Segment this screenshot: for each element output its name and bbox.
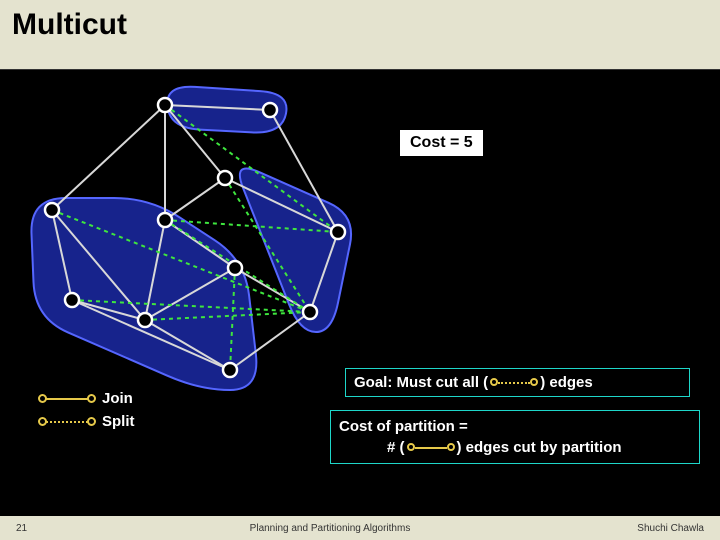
split-edge-inline-icon (492, 378, 536, 387)
slide-content: Cost = 5 Join Split Goal: Must cut all (… (0, 70, 720, 516)
page-title: Multicut (12, 8, 708, 42)
graph-node (45, 203, 59, 217)
title-bar: Multicut (0, 0, 720, 70)
graph-node (138, 313, 152, 327)
footer: 21 Planning and Partitioning Algorithms … (0, 516, 720, 540)
footer-author: Shuchi Chawla (584, 523, 704, 534)
legend-split-row: Split (40, 413, 135, 430)
graph-node (303, 305, 317, 319)
solid-edge (165, 178, 225, 220)
legend-join-row: Join (40, 390, 135, 407)
graph-node (158, 213, 172, 227)
graph-node (331, 225, 345, 239)
page-number: 21 (16, 523, 76, 534)
cost-partition-line2-pre: # ( (387, 437, 405, 458)
graph-node (218, 171, 232, 185)
graph-node (263, 103, 277, 117)
legend-split-label: Split (102, 413, 135, 430)
join-edge-icon (40, 394, 94, 404)
cost-partition-line2-post: ) edges cut by partition (457, 437, 622, 458)
goal-text-post: ) edges (540, 374, 593, 391)
legend: Join Split (40, 390, 135, 436)
cost-partition-box: Cost of partition = # ( ) edges cut by p… (330, 410, 700, 464)
join-edge-inline-icon (409, 443, 453, 452)
cost-partition-line1: Cost of partition = (339, 416, 691, 437)
graph-node (65, 293, 79, 307)
solid-edge (52, 105, 165, 210)
graph-node (228, 261, 242, 275)
graph-diagram (0, 70, 400, 410)
graph-node (223, 363, 237, 377)
graph-node (158, 98, 172, 112)
footer-title: Planning and Partitioning Algorithms (76, 523, 584, 534)
legend-join-label: Join (102, 390, 133, 407)
split-edge-icon (40, 417, 94, 427)
cost-value-box: Cost = 5 (400, 130, 483, 156)
goal-text-pre: Goal: Must cut all ( (354, 374, 488, 391)
goal-box: Goal: Must cut all ( ) edges (345, 368, 690, 397)
